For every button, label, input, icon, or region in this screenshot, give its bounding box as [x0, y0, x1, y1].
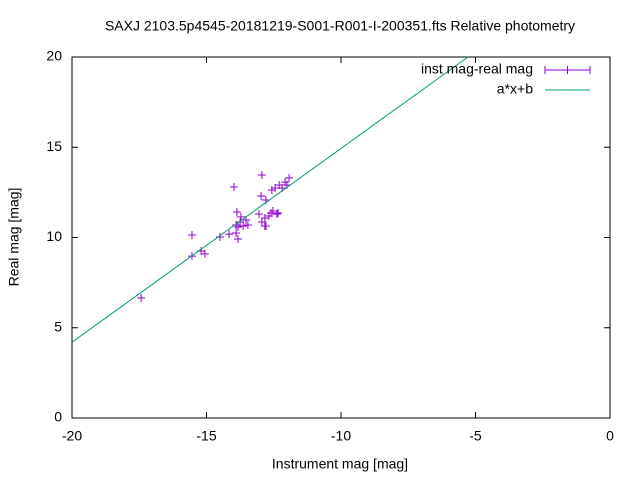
point [272, 210, 281, 219]
x-tick-label: -20 [62, 428, 82, 444]
chart-title: SAXJ 2103.5p4545-20181219-S001-R001-I-20… [105, 18, 575, 34]
point [229, 182, 238, 191]
fit-line [71, 56, 469, 343]
point [267, 208, 276, 217]
y-tick-label: 15 [46, 138, 62, 154]
legend-swatch [544, 66, 591, 74]
y-tick-label: 20 [46, 48, 62, 64]
point [254, 210, 263, 219]
point [232, 228, 241, 237]
x-tick-label: -10 [331, 428, 351, 444]
point [233, 234, 242, 243]
point [274, 208, 283, 217]
point [257, 171, 266, 180]
legend-label: a*x+b [497, 81, 533, 97]
point [285, 173, 294, 182]
point [257, 191, 266, 200]
point [187, 230, 196, 239]
point [243, 221, 252, 230]
y-tick-label: 10 [46, 228, 62, 244]
point [268, 206, 277, 215]
point [232, 221, 241, 230]
x-tick-label: 0 [606, 428, 614, 444]
point [232, 208, 241, 217]
y-tick-label: 5 [54, 318, 62, 334]
point [233, 223, 242, 232]
point [271, 184, 280, 193]
x-axis-label: Instrument mag [mag] [272, 456, 408, 472]
point [239, 221, 248, 230]
legend-label: inst mag-real mag [421, 61, 533, 77]
y-tick-label: 0 [54, 409, 62, 425]
point [261, 221, 270, 230]
x-tick-label: -5 [469, 428, 482, 444]
point [225, 230, 234, 239]
y-axis-label: Real mag [mag] [6, 188, 22, 287]
point [236, 212, 245, 221]
point [200, 249, 209, 258]
x-tick-label: -15 [196, 428, 216, 444]
point [137, 293, 146, 302]
point [260, 214, 269, 223]
point [267, 186, 276, 195]
